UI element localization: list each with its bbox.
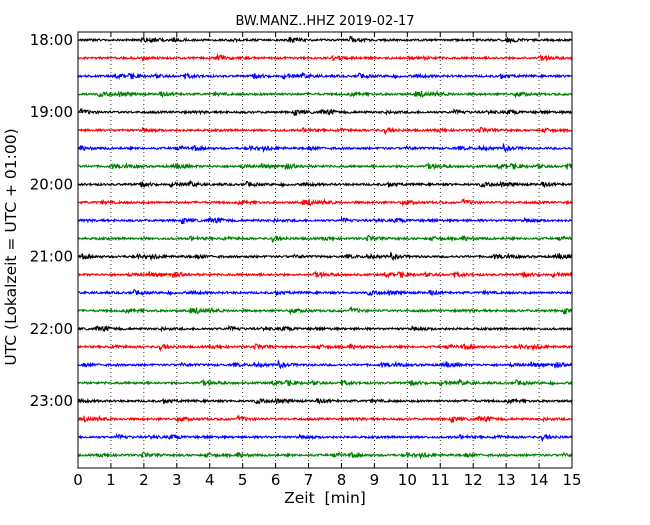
- x-axis-ticks: 0 1 2 3 4 5 6 7 8 9 10 11 12 13 14 15: [73, 32, 582, 489]
- chart-title: BW.MANZ..HHZ 2019-02-17: [235, 14, 414, 29]
- seismogram-trace: [77, 161, 573, 171]
- x-tick-label: 7: [304, 471, 314, 489]
- seismogram-trace: [77, 432, 573, 443]
- x-tick-label: 9: [370, 471, 380, 489]
- seismogram-trace: [77, 324, 573, 333]
- x-tick-label: 11: [431, 471, 450, 489]
- x-tick-label: 14: [530, 471, 549, 489]
- x-tick-label: 10: [398, 471, 417, 489]
- seismogram-trace: [77, 414, 573, 424]
- x-tick-label: 8: [337, 471, 347, 489]
- seismogram-trace: [77, 216, 573, 225]
- seismogram-traces: [77, 35, 573, 460]
- y-tick-label: 18:00: [30, 31, 73, 49]
- x-tick-label: 13: [497, 471, 516, 489]
- seismogram-trace: [77, 451, 573, 460]
- seismogram-trace: [77, 142, 573, 153]
- seismogram-trace: [77, 71, 573, 81]
- seismogram-trace: [77, 250, 573, 262]
- x-tick-label: 3: [172, 471, 182, 489]
- seismogram-trace: [77, 270, 573, 279]
- vertical-grid: [110, 32, 540, 468]
- x-tick-label: 2: [139, 471, 149, 489]
- seismogram-trace: [77, 89, 573, 99]
- seismogram-trace: [77, 288, 573, 297]
- plot-frame: [77, 31, 573, 469]
- seismogram-trace: [77, 107, 573, 116]
- y-tick-label: 22:00: [30, 320, 73, 338]
- x-tick-label: 15: [562, 471, 581, 489]
- seismogram-trace: [77, 234, 573, 244]
- x-tick-label: 1: [106, 471, 116, 489]
- y-axis-ticks: 18:00 19:00 20:00 21:00 22:00 23:00: [30, 31, 572, 410]
- x-tick-label: 0: [73, 471, 83, 489]
- seismogram-trace: [77, 126, 573, 136]
- seismogram-trace: [77, 179, 573, 189]
- x-tick-label: 5: [238, 471, 248, 489]
- x-tick-label: 12: [464, 471, 483, 489]
- y-axis-label: UTC (Lokalzeit = UTC + 01:00): [2, 128, 20, 365]
- seismogram-trace: [77, 343, 573, 352]
- y-tick-label: 20:00: [30, 175, 73, 193]
- x-tick-label: 6: [271, 471, 281, 489]
- y-tick-label: 19:00: [30, 103, 73, 121]
- x-tick-label: 4: [205, 471, 215, 489]
- seismogram-trace: [77, 397, 573, 405]
- y-tick-label: 23:00: [30, 392, 73, 410]
- seismogram-trace: [77, 53, 573, 63]
- seismogram-trace: [77, 359, 573, 370]
- seismogram-trace: [77, 378, 573, 388]
- seismogram-trace: [77, 197, 573, 208]
- x-axis-label: Zeit [min]: [284, 489, 366, 507]
- seismogram-trace: [77, 305, 573, 316]
- y-tick-label: 21:00: [30, 248, 73, 266]
- seismogram-trace: [77, 35, 573, 45]
